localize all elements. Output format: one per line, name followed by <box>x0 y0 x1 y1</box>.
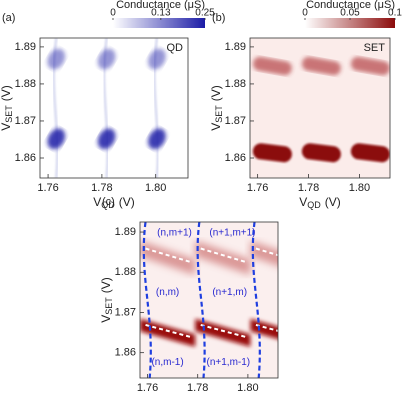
plot-frame <box>39 37 189 179</box>
x-tick-label: 1.76 <box>247 182 268 194</box>
y-label-unit: (V) <box>99 277 113 293</box>
y-tick-label: 1.87 <box>115 306 136 318</box>
blob <box>97 48 116 70</box>
upper-blob <box>301 56 341 76</box>
heatmap <box>250 38 390 178</box>
lower-bar <box>350 143 390 163</box>
x-tick-label: 1.76 <box>37 182 58 194</box>
white-dash <box>145 247 193 264</box>
region-label: (n+1,m) <box>212 287 247 298</box>
y-tick-label: 1.87 <box>15 115 36 127</box>
blob <box>148 48 166 70</box>
lower-bar <box>252 143 292 163</box>
region-label: (n,m+1) <box>157 228 192 239</box>
white-dash <box>145 323 193 339</box>
colorbar-label: Conductance (μS) <box>306 0 395 11</box>
region-label: (n,m) <box>156 287 179 298</box>
white-dash <box>255 247 278 257</box>
y-tick-label: 1.86 <box>15 152 36 164</box>
lower-bar <box>301 143 341 163</box>
y-label-symbol: V <box>99 315 113 323</box>
upper-blob <box>252 56 292 76</box>
y-tick-label: 1.89 <box>15 41 36 53</box>
region-label: (n+1,m-1) <box>207 357 251 368</box>
inset-label: QD <box>167 42 184 54</box>
white-dash <box>200 247 248 264</box>
y-tick-label: 1.86 <box>115 347 136 359</box>
upper-band <box>140 240 196 276</box>
blue-dash <box>142 222 152 378</box>
lower-band <box>140 318 196 347</box>
plot-frame <box>249 37 391 179</box>
y-label-symbol: V <box>0 123 13 131</box>
y-axis-label: VSET (V) <box>99 277 114 323</box>
panel-label: (b) <box>212 12 225 24</box>
plot-frame <box>139 221 279 379</box>
colorbar-tick-label: 0.25 <box>195 8 215 19</box>
colorbar <box>113 18 205 28</box>
x-tick-label: 1.78 <box>298 182 319 194</box>
y-axis-label: VSET (V) <box>0 85 14 131</box>
y-label-sub: SET <box>4 105 14 123</box>
blob <box>47 48 66 70</box>
y-tick-label: 1.88 <box>115 266 136 278</box>
lower-band <box>195 318 251 347</box>
y-tick-label: 1.88 <box>15 78 36 90</box>
white-dash <box>255 323 278 332</box>
upper-band <box>250 240 278 266</box>
blob <box>47 128 66 150</box>
x-tick-label: 1.78 <box>187 382 208 394</box>
y-tick-label: 1.89 <box>225 41 246 53</box>
heatmap <box>47 38 166 178</box>
y-tick-label: 1.87 <box>225 115 246 127</box>
blue-dash <box>196 222 206 378</box>
white-dash <box>200 323 248 339</box>
colorbar-label: Conductance (μS) <box>116 0 205 11</box>
y-label-symbol: V <box>209 123 223 131</box>
y-tick-label: 1.88 <box>225 78 246 90</box>
x-tick-label: 1.80 <box>349 182 370 194</box>
x-label-sub: QD <box>101 200 115 210</box>
region-label: (n,m-1) <box>151 357 183 368</box>
inset-label: SET <box>364 42 386 54</box>
colorbar-tick-label: 0.1 <box>388 8 402 19</box>
region-label: (n+1,m+1) <box>209 228 255 239</box>
x-label-unit: (V) <box>119 195 135 209</box>
heatmap <box>140 222 278 378</box>
x-label-sub: QD <box>307 200 321 210</box>
x-axis-label: VQD (V) <box>299 195 341 210</box>
y-axis-label: VSET (V) <box>209 85 224 131</box>
colorbar-tick-label: 0 <box>110 8 116 19</box>
y-label-sub: SET <box>104 297 114 315</box>
colorbar-tick-label: 0 <box>302 8 308 19</box>
x-tick-label: 1.78 <box>91 182 112 194</box>
panel-label: (a) <box>2 12 15 24</box>
y-tick-label: 1.89 <box>115 226 136 238</box>
x-tick-label: 1.80 <box>237 382 258 394</box>
x-label-symbol: V <box>299 195 307 209</box>
y-tick-label: 1.86 <box>225 152 246 164</box>
blue-dash <box>251 222 261 378</box>
x-axis-label: VQD (V) <box>93 195 135 210</box>
x-tick-label: 1.76 <box>137 382 158 394</box>
y-label-unit: (V) <box>0 85 13 101</box>
colorbar <box>305 18 395 28</box>
x-label-symbol: V <box>93 195 101 209</box>
upper-band <box>195 240 251 276</box>
blob <box>97 128 116 150</box>
colorbar-tick-label: 0.05 <box>340 8 360 19</box>
lower-band <box>250 318 278 339</box>
blob <box>148 128 166 150</box>
colorbar-tick-label: 0.13 <box>151 8 171 19</box>
panel-label: (c) <box>102 196 115 208</box>
y-label-unit: (V) <box>209 85 223 101</box>
y-label-sub: SET <box>214 105 224 123</box>
x-label-unit: (V) <box>325 195 341 209</box>
x-tick-label: 1.80 <box>145 182 166 194</box>
upper-blob <box>350 56 390 76</box>
